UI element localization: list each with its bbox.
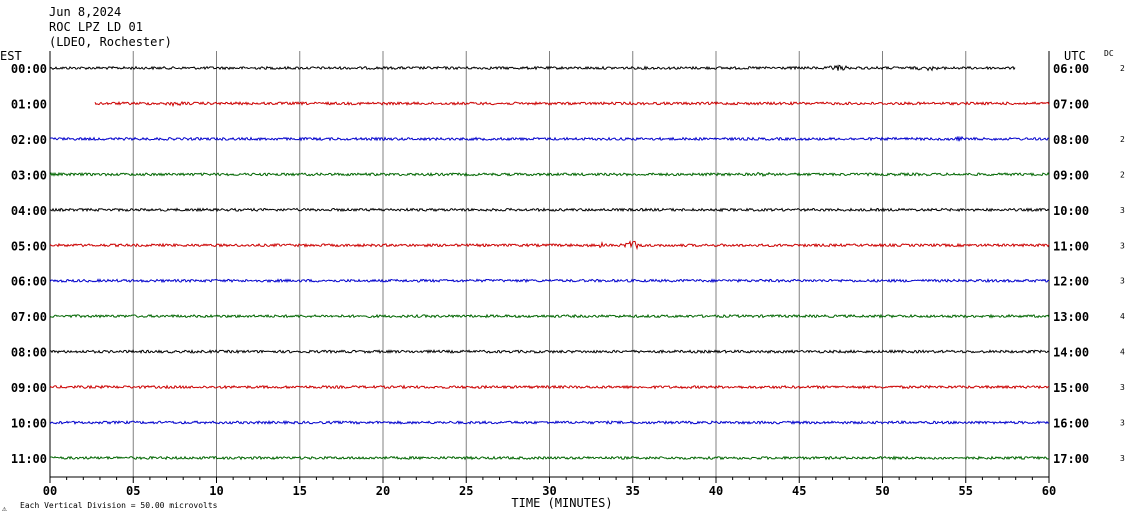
row-label-utc-1300: 13:00 [1053,310,1089,324]
row-label-utc-0900: 09:00 [1053,168,1089,182]
x-tick-label-25: 25 [459,484,473,498]
row-label-local-0500: 05:00 [11,239,47,253]
row-dc-value-0000: 2 [1120,64,1125,73]
trace-row-0600 [49,278,1050,284]
row-label-local-0200: 02:00 [11,133,47,147]
row-label-local-0300: 03:00 [11,168,47,182]
trace-row-0200 [49,135,1050,142]
trace-row-0800 [49,349,1050,355]
row-dc-value-0400: 3 [1120,206,1125,215]
row-label-utc-1000: 10:00 [1053,204,1089,218]
row-label-utc-0800: 08:00 [1053,133,1089,147]
row-dc-value-0200: 2 [1120,135,1125,144]
row-dc-value-1000: 3 [1120,419,1125,428]
trace-row-0700 [49,313,1050,319]
trace-row-0000 [49,64,1016,72]
trace-layer [49,64,1050,461]
row-label-local-1100: 11:00 [11,452,47,466]
row-label-utc-1200: 12:00 [1053,275,1089,289]
row-dc-value-0900: 3 [1120,383,1125,392]
x-tick-label-50: 50 [875,484,889,498]
row-dc-value-0500: 3 [1120,241,1125,250]
x-tick-label-30: 30 [542,484,556,498]
header-network: (LDEO, Rochester) [49,35,172,49]
corner-warning-icon: ⚠ [2,504,7,513]
trace-row-1100 [49,455,1050,461]
row-label-layer: 00:00 06:00 2 01:00 07:00 02:00 08:00 2 03:00 09:… [11,62,1125,466]
row-dc-value-0700: 4 [1120,312,1125,321]
row-label-local-0900: 09:00 [11,381,47,395]
x-axis: 00 05 10 15 20 25 30 35 40 45 50 55 60 [43,477,1056,498]
x-tick-label-00: 00 [43,484,57,498]
trace-row-0300 [49,171,1050,178]
x-tick-label-10: 10 [209,484,223,498]
row-label-utc-1400: 14:00 [1053,346,1089,360]
header-date: Jun 8,2024 [49,5,121,19]
x-tick-label-05: 05 [126,484,140,498]
x-tick-label-35: 35 [626,484,640,498]
trace-row-1000 [49,419,1050,426]
row-label-utc-1600: 16:00 [1053,417,1089,431]
trace-row-0100 [94,100,1050,108]
row-label-utc-1100: 11:00 [1053,239,1089,253]
x-tick-label-40: 40 [709,484,723,498]
dc-title: DC [1104,49,1114,58]
row-label-local-0000: 00:00 [11,62,47,76]
row-label-utc-0600: 06:00 [1053,62,1089,76]
trace-row-0900 [49,384,1050,390]
row-label-utc-1700: 17:00 [1053,452,1089,466]
row-label-local-0800: 08:00 [11,346,47,360]
scale-note: Each Vertical Division = 50.00 microvolt… [20,501,218,510]
row-label-utc-0700: 07:00 [1053,97,1089,111]
row-dc-value-0600: 3 [1120,277,1125,286]
trace-row-0400 [49,207,1050,213]
trace-row-0500 [49,240,1050,251]
row-label-local-0100: 01:00 [11,97,47,111]
row-dc-value-1100: 3 [1120,454,1125,463]
header-station: ROC LPZ LD 01 [49,20,143,34]
row-dc-value-0800: 4 [1120,348,1125,357]
row-label-utc-1500: 15:00 [1053,381,1089,395]
x-tick-label-15: 15 [293,484,307,498]
row-label-local-1000: 10:00 [11,417,47,431]
x-tick-label-20: 20 [376,484,390,498]
x-tick-label-60: 60 [1042,484,1056,498]
row-label-local-0700: 07:00 [11,310,47,324]
x-axis-label: TIME (MINUTES) [511,496,612,510]
row-label-local-0600: 06:00 [11,275,47,289]
row-dc-value-0300: 2 [1120,170,1125,179]
x-tick-label-55: 55 [959,484,973,498]
x-tick-label-45: 45 [792,484,806,498]
right-axis-title: UTC [1064,49,1086,63]
row-label-local-0400: 04:00 [11,204,47,218]
left-axis-title: EST [0,49,22,63]
